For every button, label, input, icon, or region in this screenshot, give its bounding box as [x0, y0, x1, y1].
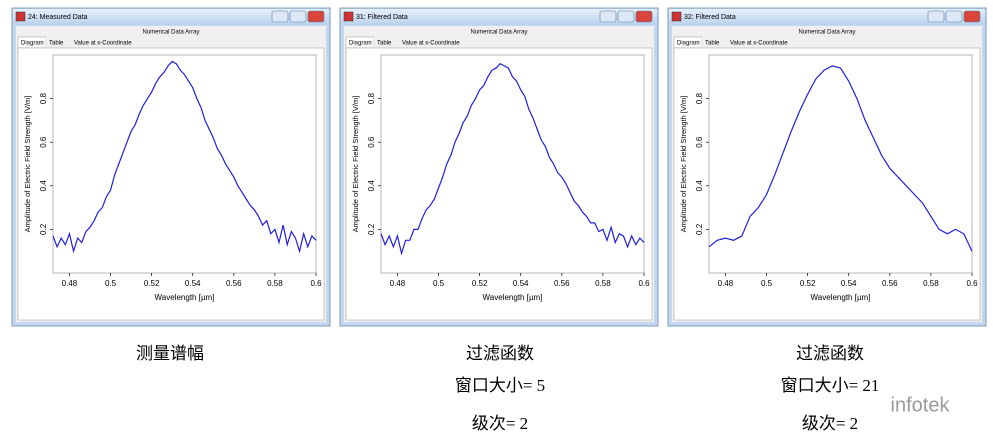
- y-tick-label: 0.2: [39, 223, 48, 235]
- window-icon: [343, 11, 354, 22]
- window-button[interactable]: [945, 10, 963, 23]
- x-tick-label: 0.48: [390, 279, 406, 288]
- tab-label: Table: [49, 41, 64, 47]
- y-tick-label: 0.8: [39, 92, 48, 104]
- x-tick-label: 0.6: [310, 279, 322, 288]
- window-button[interactable]: [271, 10, 289, 23]
- tab[interactable]: [727, 37, 797, 48]
- caption: 窗口大小= 5: [455, 376, 545, 395]
- window: 32: Filtered Data Numerical Data Array Dia…: [667, 7, 987, 327]
- caption: 过滤函数: [466, 344, 534, 363]
- y-axis-label: Amplitude of Electric Field Strength [V/…: [679, 96, 688, 233]
- x-axis-label: Wavelength [µm]: [483, 293, 543, 302]
- x-tick-label: 0.54: [841, 279, 857, 288]
- x-tick-label: 0.56: [226, 279, 242, 288]
- x-tick-label: 0.48: [718, 279, 734, 288]
- caption: 级次= 2: [802, 414, 858, 433]
- y-tick-label: 0.2: [695, 223, 704, 235]
- title-bar: [13, 9, 329, 25]
- y-tick-label: 0.2: [367, 223, 376, 235]
- x-tick-label: 0.56: [554, 279, 570, 288]
- tab[interactable]: [399, 37, 469, 48]
- close-button[interactable]: [307, 10, 325, 23]
- y-tick-label: 0.4: [39, 180, 48, 192]
- plot-box: [708, 54, 973, 274]
- x-tick-label: 0.58: [595, 279, 611, 288]
- tab-label: Diagram: [677, 41, 700, 47]
- x-axis-label: Wavelength [µm]: [811, 293, 871, 302]
- caption: 窗口大小= 21: [781, 376, 880, 395]
- window-title: 32: Filtered Data: [684, 14, 736, 21]
- x-tick-label: 0.58: [267, 279, 283, 288]
- window-title: 31: Filtered Data: [356, 14, 408, 21]
- watermark: infotek: [891, 394, 951, 416]
- window: 31: Filtered Data Numerical Data Array Dia…: [339, 7, 659, 327]
- window-button[interactable]: [289, 10, 307, 23]
- data-line: [708, 65, 973, 252]
- tab[interactable]: [702, 37, 727, 48]
- window-icon: [671, 11, 682, 22]
- plot-box: [380, 54, 645, 274]
- window-title: 24: Measured Data: [28, 14, 88, 21]
- tab-label: Value at x-Coordinate: [730, 41, 788, 47]
- tab-label: Value at x-Coordinate: [74, 41, 132, 47]
- tab-label: Diagram: [21, 41, 44, 47]
- tab-label: Value at x-Coordinate: [402, 41, 460, 47]
- x-tick-label: 0.54: [185, 279, 201, 288]
- x-tick-label: 0.6: [638, 279, 650, 288]
- x-tick-label: 0.56: [882, 279, 898, 288]
- window-button[interactable]: [617, 10, 635, 23]
- y-tick-label: 0.6: [695, 136, 704, 148]
- y-tick-label: 0.8: [695, 92, 704, 104]
- x-tick-label: 0.6: [966, 279, 978, 288]
- tab[interactable]: [374, 37, 399, 48]
- y-tick-label: 0.6: [39, 136, 48, 148]
- subtitle: Numerical Data Array: [470, 30, 527, 36]
- title-bar: [341, 9, 657, 25]
- close-button[interactable]: [963, 10, 981, 23]
- x-axis-label: Wavelength [µm]: [155, 293, 215, 302]
- tab[interactable]: [71, 37, 141, 48]
- x-tick-label: 0.52: [472, 279, 488, 288]
- title-bar: [669, 9, 985, 25]
- caption: 测量谱幅: [136, 344, 204, 363]
- window-button[interactable]: [927, 10, 945, 23]
- x-tick-label: 0.5: [433, 279, 445, 288]
- caption: 级次= 2: [472, 414, 528, 433]
- y-axis-label: Amplitude of Electric Field Strength [V/…: [351, 96, 360, 233]
- window: 24: Measured Data Numerical Data Array Dia…: [11, 7, 331, 327]
- window-icon: [15, 11, 26, 22]
- x-tick-label: 0.52: [800, 279, 816, 288]
- x-tick-label: 0.5: [761, 279, 773, 288]
- x-tick-label: 0.48: [62, 279, 78, 288]
- close-button[interactable]: [635, 10, 653, 23]
- y-axis-label: Amplitude of Electric Field Strength [V/…: [23, 96, 32, 233]
- x-tick-label: 0.52: [144, 279, 160, 288]
- window-button[interactable]: [599, 10, 617, 23]
- tab-label: Table: [705, 41, 720, 47]
- x-tick-label: 0.5: [105, 279, 117, 288]
- data-line: [380, 62, 645, 256]
- data-line: [52, 60, 317, 254]
- x-tick-label: 0.58: [923, 279, 939, 288]
- y-tick-label: 0.4: [367, 180, 376, 192]
- subtitle: Numerical Data Array: [798, 30, 855, 36]
- tab[interactable]: [46, 37, 71, 48]
- x-tick-label: 0.54: [513, 279, 529, 288]
- tab-label: Table: [377, 41, 392, 47]
- caption: 过滤函数: [796, 344, 864, 363]
- y-tick-label: 0.6: [367, 136, 376, 148]
- tab-label: Diagram: [349, 41, 372, 47]
- y-tick-label: 0.8: [367, 92, 376, 104]
- y-tick-label: 0.4: [695, 180, 704, 192]
- subtitle: Numerical Data Array: [142, 30, 199, 36]
- plot-box: [52, 54, 317, 274]
